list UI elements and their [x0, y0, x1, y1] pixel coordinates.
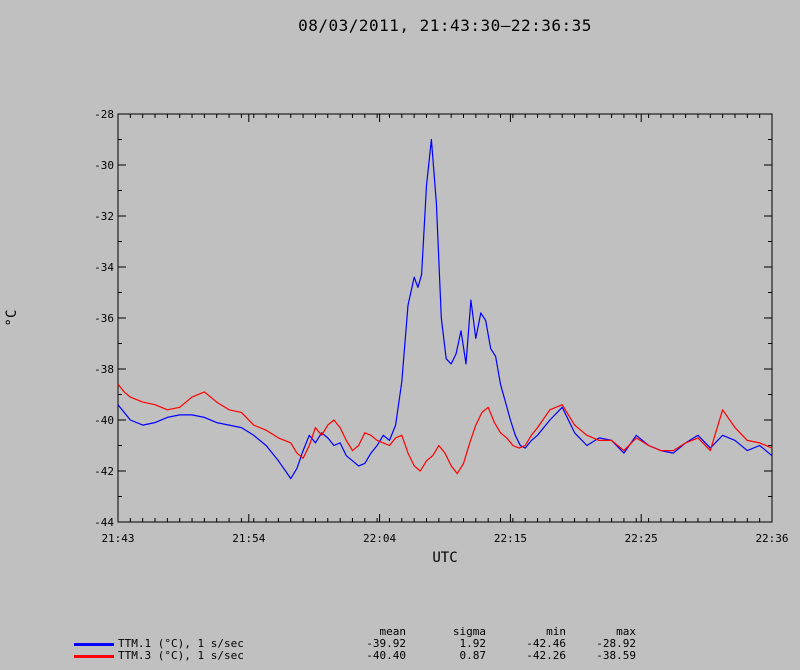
- y-tick-label: -44: [94, 516, 114, 529]
- stat-mean: -40.40: [366, 649, 406, 662]
- x-axis-label: UTC: [432, 550, 457, 566]
- x-tick-label: 22:04: [363, 532, 396, 545]
- stat-sigma: 1.92: [459, 637, 487, 650]
- x-tick-label: 22:36: [755, 532, 788, 545]
- y-axis-label: °C: [4, 310, 20, 327]
- header-min: min: [546, 625, 566, 638]
- plot-area-frame: [117, 113, 773, 523]
- y-tick-label: -34: [94, 261, 114, 274]
- stat-max: -38.59: [596, 649, 636, 662]
- stat-min: -42.26: [526, 649, 566, 662]
- page-title: 08/03/2011, 21:43:30–22:36:35: [298, 16, 592, 35]
- stat-max: -28.92: [596, 637, 636, 650]
- header-sigma: sigma: [452, 625, 486, 638]
- x-tick-label: 22:15: [494, 532, 527, 545]
- stat-sigma: 0.87: [459, 649, 487, 662]
- legend-swatch-ttm1: [74, 643, 114, 646]
- y-tick-label: -28: [94, 108, 114, 121]
- header-mean: mean: [379, 625, 407, 638]
- legend-label-ttm3: TTM.3 (°C), 1 s/sec: [118, 649, 244, 662]
- y-tick-label: -36: [94, 312, 114, 325]
- stat-mean: -39.92: [366, 637, 406, 650]
- stat-min: -42.46: [526, 637, 566, 650]
- x-tick-label: 22:25: [625, 532, 658, 545]
- x-tick-label: 21:43: [101, 532, 134, 545]
- y-tick-label: -42: [94, 465, 114, 478]
- y-tick-label: -32: [94, 210, 114, 223]
- legend-label-ttm1: TTM.1 (°C), 1 s/sec: [118, 637, 244, 650]
- series-line-ttm1: [117, 138, 773, 480]
- series-line-ttm3: [117, 383, 773, 475]
- y-tick-label: -40: [94, 414, 114, 427]
- header-max: max: [616, 625, 636, 638]
- y-tick-label: -38: [94, 363, 114, 376]
- y-tick-label: -30: [94, 159, 114, 172]
- x-tick-label: 21:54: [232, 532, 265, 545]
- legend-swatch-ttm3: [74, 655, 114, 658]
